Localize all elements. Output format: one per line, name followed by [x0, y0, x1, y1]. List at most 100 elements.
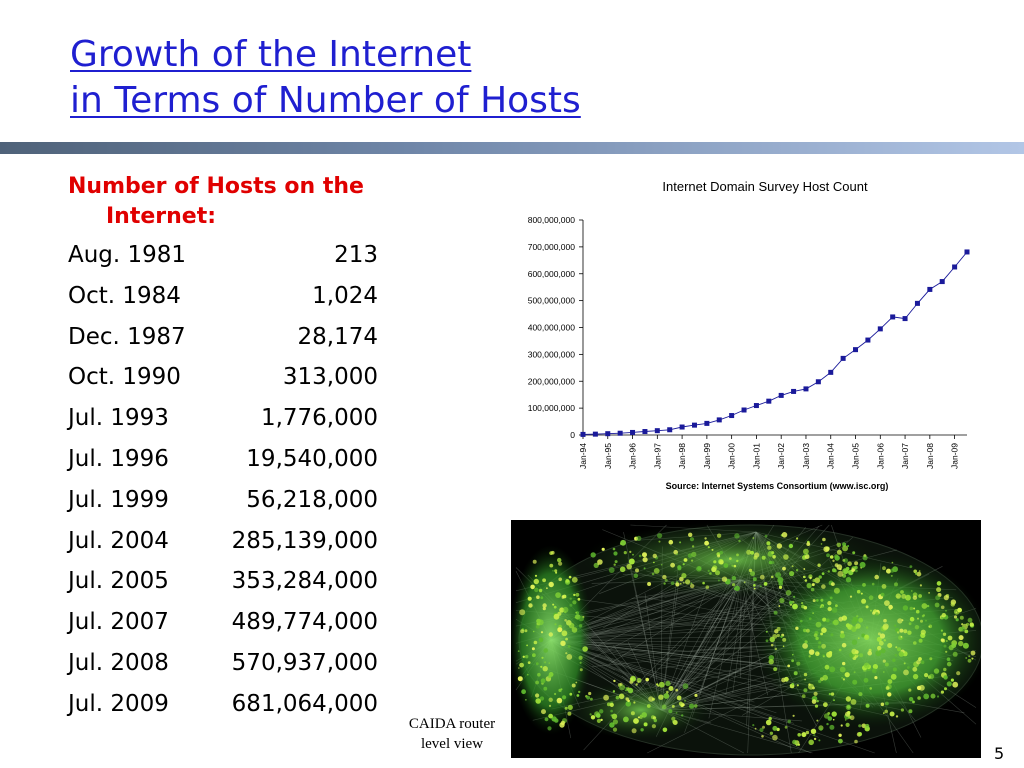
chart-y-tick-label: 200,000,000: [528, 376, 576, 386]
chart-y-tick-label: 800,000,000: [528, 215, 576, 225]
chart-data-point: [791, 388, 797, 394]
hosts-list-heading-line1: Number of Hosts on the: [68, 174, 364, 199]
chart-data-point: [840, 355, 846, 361]
network-map-image: [511, 520, 981, 758]
network-map-graphic: [511, 520, 981, 758]
chart-data-point: [815, 379, 821, 385]
chart-x-tick-label: Jan-99: [702, 443, 712, 469]
hosts-row-date: Jul. 2005: [68, 568, 169, 595]
chart-x-tick-label: Jan-07: [900, 443, 910, 469]
hosts-list-row: Jul. 2009 681,064,000: [68, 691, 408, 732]
chart-data-point: [741, 407, 747, 413]
hosts-row-date: Jul. 2004: [68, 527, 169, 554]
slide-title-line1: Growth of the Internet: [70, 34, 472, 75]
hosts-list-row: Jul. 1999 56,218,000: [68, 487, 408, 528]
page-number: 5: [994, 744, 1005, 763]
chart-data-point: [716, 417, 722, 423]
chart-x-tick-label: Jan-05: [851, 443, 861, 469]
chart-data-point: [753, 403, 759, 409]
hosts-row-value: 353,284,000: [231, 568, 378, 595]
chart-y-tick-label: 700,000,000: [528, 242, 576, 252]
hosts-list-row: Jul. 2005 353,284,000: [68, 568, 408, 609]
image-caption-line2: level view: [420, 736, 484, 752]
chart-y-tick-label: 300,000,000: [528, 349, 576, 359]
chart-x-tick-label: Jan-96: [628, 443, 638, 469]
hosts-row-value: 285,139,000: [231, 527, 378, 554]
chart-x-tick-label: Jan-04: [826, 443, 836, 469]
chart-x-tick-label: Jan-00: [727, 443, 737, 469]
hosts-row-value: 570,937,000: [231, 649, 378, 676]
chart-y-tick-label: 500,000,000: [528, 296, 576, 306]
chart-data-point: [617, 430, 623, 436]
chart-x-tick-label: Jan-03: [801, 443, 811, 469]
chart-data-point: [667, 427, 673, 433]
hosts-row-date: Dec. 1987: [68, 323, 186, 350]
title-divider-bar: [0, 142, 1024, 154]
chart-data-point: [654, 428, 660, 434]
chart-data-point: [580, 431, 586, 437]
hosts-list-heading-line2: Internet:: [106, 204, 217, 229]
hosts-row-value: 56,218,000: [246, 486, 378, 513]
hosts-list-row: Oct. 1990 313,000: [68, 364, 408, 405]
hosts-row-value: 1,024: [312, 282, 378, 309]
chart-data-point: [828, 369, 834, 375]
chart-data-point: [853, 347, 859, 353]
chart-data-point: [605, 431, 611, 437]
host-count-chart: Internet Domain Survey Host Count 0 100,0…: [528, 179, 970, 491]
chart-data-point: [952, 264, 958, 270]
chart-x-tick-label: Jan-01: [751, 443, 761, 469]
image-caption: CAIDA router level view: [398, 714, 506, 754]
chart-series-line: [582, 251, 968, 435]
slide-title: Growth of the Internet in Terms of Numbe…: [70, 32, 581, 124]
hosts-row-value: 681,064,000: [231, 690, 378, 717]
chart-data-point: [691, 422, 697, 428]
chart-x-tick-label: Jan-06: [875, 443, 885, 469]
chart-data-point: [729, 413, 735, 419]
hosts-list-row: Jul. 2004 285,139,000: [68, 528, 408, 569]
slide-title-line2: in Terms of Number of Hosts: [70, 80, 581, 121]
chart-data-point: [704, 420, 710, 426]
hosts-list-heading: Number of Hosts on the Internet:: [68, 172, 428, 232]
hosts-row-date: Jul. 2008: [68, 649, 169, 676]
chart-x-tick-label: Jan-97: [652, 443, 662, 469]
hosts-row-date: Jul. 1993: [68, 405, 169, 432]
chart-data-point: [902, 316, 908, 322]
hosts-row-date: Oct. 1990: [68, 364, 181, 391]
hosts-list-row: Jul. 1996 19,540,000: [68, 446, 408, 487]
chart-y-tick-label: 600,000,000: [528, 269, 576, 279]
chart-line: [582, 251, 968, 435]
chart-data-point: [964, 249, 970, 255]
chart-y-tick-label: 100,000,000: [528, 403, 576, 413]
chart-data-point: [890, 314, 896, 320]
chart-data-point: [679, 424, 685, 430]
chart-data-point: [766, 398, 772, 404]
chart-data-point: [914, 300, 920, 306]
chart-x-tick-label: Jan-02: [776, 443, 786, 469]
chart-data-point: [642, 429, 648, 435]
hosts-list-row: Dec. 1987 28,174: [68, 324, 408, 365]
image-caption-line1: CAIDA router: [408, 716, 496, 732]
hosts-list: Aug. 1981 213 Oct. 1984 1,024 Dec. 1987 28,17…: [68, 242, 408, 732]
hosts-row-date: Oct. 1984: [68, 282, 181, 309]
chart-source: Source: Internet Systems Consortium (www…: [666, 481, 889, 491]
chart-x-tick-label: Jan-09: [950, 443, 960, 469]
chart-data-point: [778, 392, 784, 398]
hosts-list-row: Jul. 2008 570,937,000: [68, 650, 408, 691]
chart-data-point: [803, 386, 809, 392]
chart-x-tick-label: Jan-08: [925, 443, 935, 469]
hosts-row-value: 213: [334, 242, 378, 268]
hosts-list-row: Jul. 2007 489,774,000: [68, 609, 408, 650]
chart-y-tick-label: 0: [570, 430, 575, 440]
hosts-row-date: Jul. 2007: [68, 609, 169, 636]
chart-data-point: [865, 337, 871, 343]
hosts-row-value: 28,174: [297, 323, 378, 350]
hosts-row-date: Jul. 2009: [68, 690, 169, 717]
hosts-row-value: 1,776,000: [260, 405, 378, 432]
chart-data-point: [877, 326, 883, 332]
chart-x-tick-label: Jan-95: [603, 443, 613, 469]
hosts-row-value: 313,000: [282, 364, 378, 391]
hosts-row-value: 489,774,000: [231, 609, 378, 636]
chart-data-point: [927, 286, 933, 292]
hosts-list-row: Aug. 1981 213: [68, 242, 408, 283]
hosts-row-date: Jul. 1996: [68, 445, 169, 472]
